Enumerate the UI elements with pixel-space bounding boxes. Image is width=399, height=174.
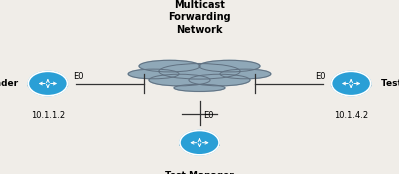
Text: E0: E0 bbox=[73, 72, 84, 81]
Ellipse shape bbox=[332, 71, 371, 96]
Ellipse shape bbox=[28, 71, 67, 96]
Text: 10.1.4.2: 10.1.4.2 bbox=[334, 111, 368, 120]
Text: E0: E0 bbox=[203, 111, 214, 120]
Text: Test Receiver: Test Receiver bbox=[381, 79, 399, 88]
Text: E0: E0 bbox=[315, 72, 326, 81]
Ellipse shape bbox=[139, 60, 200, 72]
Ellipse shape bbox=[189, 74, 250, 86]
Text: Multicast
Forwarding
Network: Multicast Forwarding Network bbox=[168, 0, 231, 35]
Ellipse shape bbox=[180, 130, 219, 155]
Ellipse shape bbox=[180, 142, 219, 148]
Ellipse shape bbox=[220, 69, 271, 79]
Ellipse shape bbox=[199, 60, 260, 72]
Ellipse shape bbox=[28, 83, 67, 88]
Text: Test Sender: Test Sender bbox=[0, 79, 18, 88]
Ellipse shape bbox=[128, 69, 179, 79]
Ellipse shape bbox=[159, 64, 240, 79]
Ellipse shape bbox=[332, 83, 371, 88]
Ellipse shape bbox=[149, 74, 210, 86]
Ellipse shape bbox=[174, 84, 225, 91]
Text: Test Manager: Test Manager bbox=[165, 171, 234, 174]
Text: 10.1.1.2: 10.1.1.2 bbox=[31, 111, 65, 120]
